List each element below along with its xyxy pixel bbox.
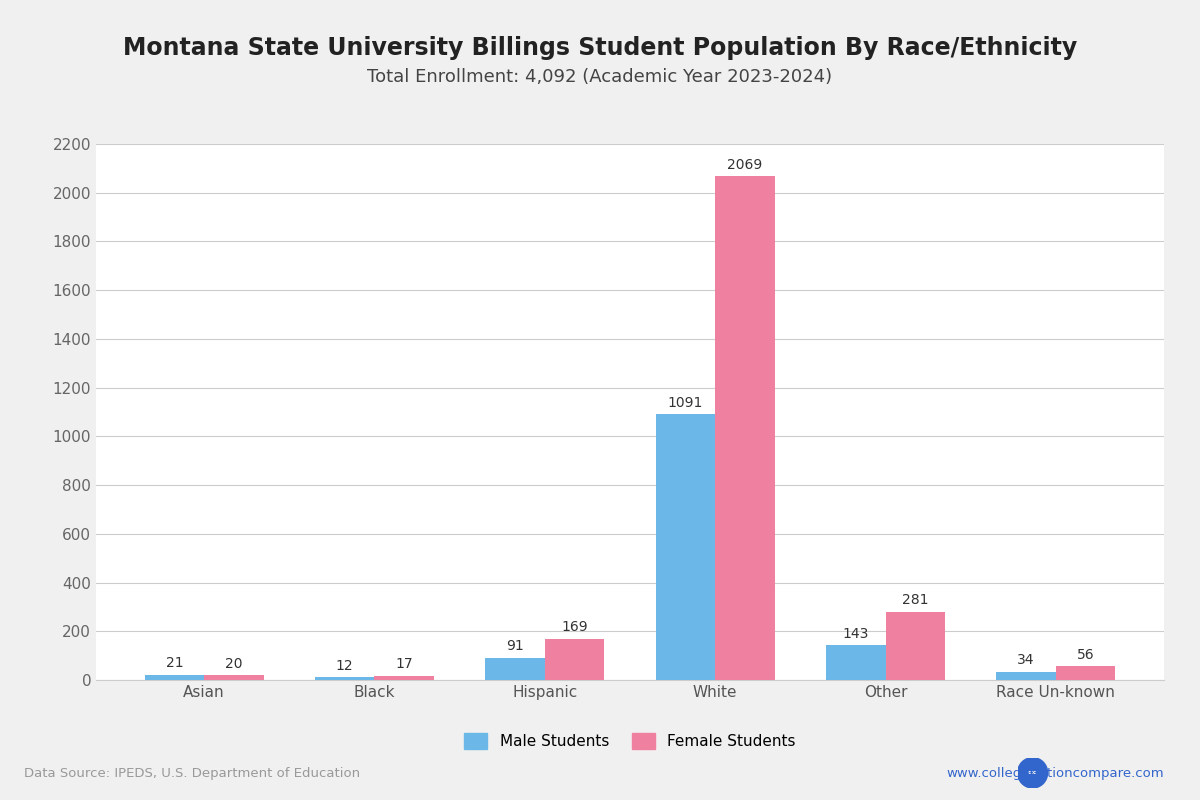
Text: 56: 56 bbox=[1076, 648, 1094, 662]
Text: 169: 169 bbox=[562, 621, 588, 634]
Text: www.collegetuitioncompare.com: www.collegetuitioncompare.com bbox=[947, 767, 1164, 780]
Text: 34: 34 bbox=[1018, 654, 1034, 667]
Bar bbox=[485, 658, 545, 680]
Bar bbox=[545, 639, 605, 680]
Text: 91: 91 bbox=[506, 639, 524, 654]
Bar bbox=[715, 176, 775, 680]
Text: Data Source: IPEDS, U.S. Department of Education: Data Source: IPEDS, U.S. Department of E… bbox=[24, 767, 360, 780]
Bar bbox=[374, 676, 434, 680]
Text: 17: 17 bbox=[396, 658, 413, 671]
Bar bbox=[314, 677, 374, 680]
Legend: Male Students, Female Students: Male Students, Female Students bbox=[458, 727, 802, 755]
Bar bbox=[204, 675, 264, 680]
Bar bbox=[1056, 666, 1116, 680]
Bar bbox=[886, 611, 946, 680]
Text: 12: 12 bbox=[336, 658, 354, 673]
Text: 1091: 1091 bbox=[667, 396, 703, 410]
Text: 21: 21 bbox=[166, 657, 184, 670]
Bar bbox=[996, 672, 1056, 680]
Text: 20: 20 bbox=[226, 657, 242, 670]
Bar bbox=[144, 675, 204, 680]
Text: 143: 143 bbox=[842, 626, 869, 641]
Text: 281: 281 bbox=[902, 593, 929, 607]
Bar bbox=[655, 414, 715, 680]
Bar bbox=[826, 645, 886, 680]
Ellipse shape bbox=[1018, 758, 1048, 788]
Text: 2069: 2069 bbox=[727, 158, 763, 171]
Text: ctc: ctc bbox=[1028, 770, 1037, 775]
Text: Total Enrollment: 4,092 (Academic Year 2023-2024): Total Enrollment: 4,092 (Academic Year 2… bbox=[367, 68, 833, 86]
Text: Montana State University Billings Student Population By Race/Ethnicity: Montana State University Billings Studen… bbox=[122, 36, 1078, 60]
